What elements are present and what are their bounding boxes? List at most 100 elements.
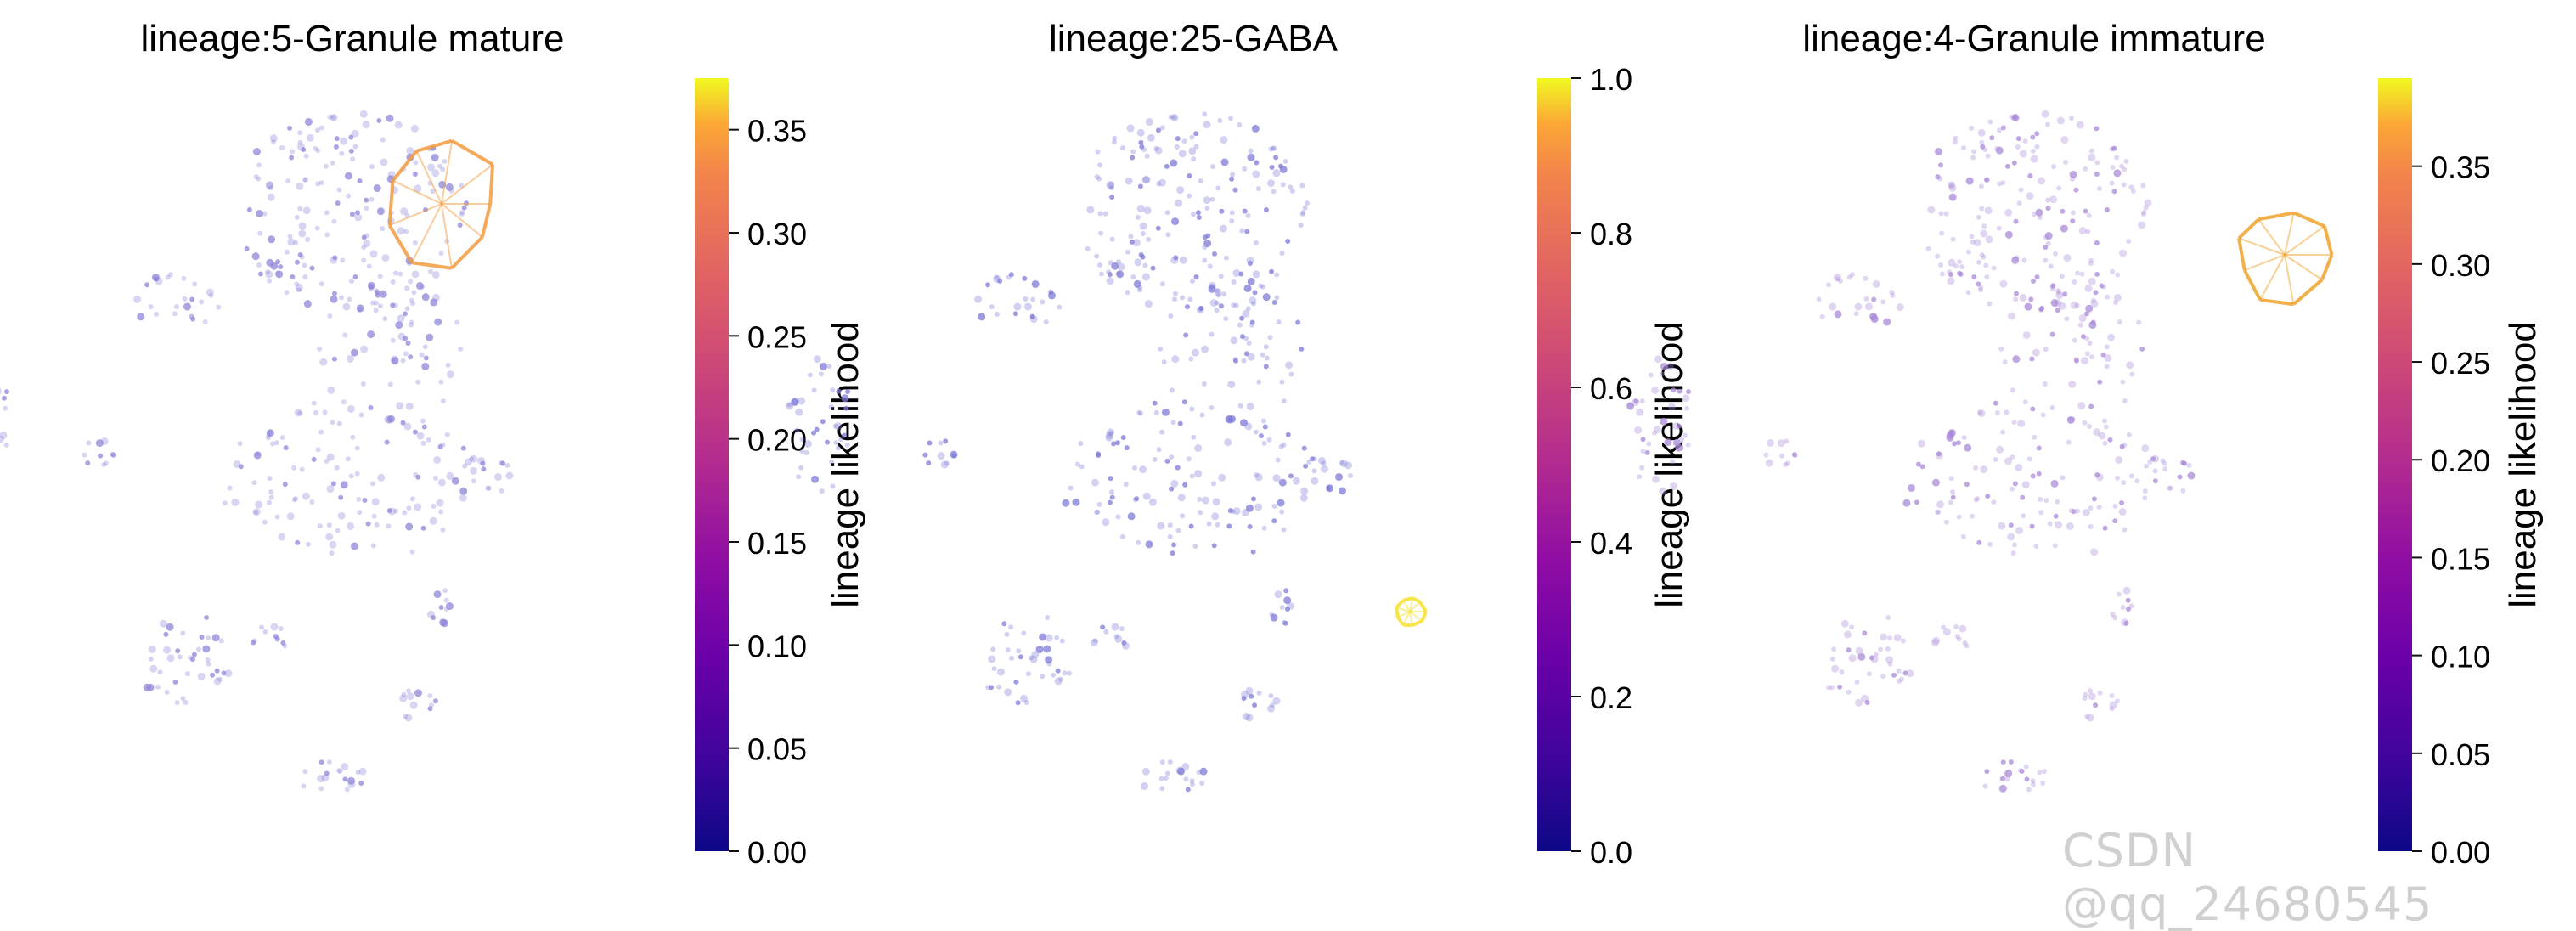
- scatter-point: [828, 404, 833, 409]
- scatter-point: [2015, 144, 2021, 150]
- scatter-point: [1961, 534, 1966, 539]
- colorbar-tick-label: 0.15: [747, 526, 807, 561]
- scatter-point: [414, 689, 422, 697]
- scatter-point: [1199, 781, 1204, 786]
- scatter-point: [297, 130, 302, 135]
- scatter-point: [459, 212, 465, 217]
- scatter-point: [1192, 349, 1199, 357]
- scatter-point: [1099, 271, 1104, 276]
- scatter-point: [1633, 398, 1638, 403]
- scatter-point: [1067, 671, 1072, 676]
- scatter-point: [1133, 497, 1138, 502]
- scatter-point: [2029, 356, 2034, 361]
- scatter-point: [422, 293, 430, 301]
- scatter-point: [1168, 522, 1173, 528]
- scatter-point: [287, 126, 292, 131]
- scatter-point: [1039, 633, 1046, 640]
- scatter-point: [317, 775, 324, 782]
- scatter-point: [1194, 470, 1202, 477]
- trajectory-edge: [452, 237, 482, 268]
- scatter-point: [1993, 457, 1998, 462]
- scatter-point: [820, 419, 826, 424]
- scatter-point: [2109, 693, 2114, 698]
- scatter-point: [1072, 499, 1079, 506]
- scatter-point: [1138, 140, 1143, 145]
- scatter-point: [2030, 135, 2035, 140]
- scatter-point: [406, 403, 414, 410]
- scatter-point: [155, 685, 161, 690]
- trajectory-edge: [1396, 607, 1398, 618]
- scatter-point: [2009, 759, 2014, 765]
- scatter-point: [189, 296, 194, 302]
- scatter-point: [396, 402, 403, 409]
- scatter-point: [1992, 266, 1997, 271]
- scatter-point: [385, 440, 390, 445]
- scatter-point: [2115, 272, 2120, 277]
- scatter-point: [2067, 417, 2072, 422]
- scatter-point: [1953, 139, 1958, 144]
- scatter-point: [1165, 771, 1170, 776]
- scatter-point: [1677, 389, 1683, 394]
- scatter-point: [1149, 499, 1157, 506]
- scatter-point: [224, 669, 232, 677]
- scatter-point: [1339, 460, 1344, 466]
- scatter-point: [296, 183, 303, 190]
- scatter-point: [202, 645, 210, 652]
- scatter-point: [1211, 481, 1216, 486]
- scatter-point: [1112, 623, 1119, 630]
- scatter-point: [1013, 680, 1018, 685]
- scatter-point: [2074, 357, 2079, 362]
- scatter-point: [1212, 543, 1217, 548]
- scatter-point: [2011, 550, 2016, 556]
- scatter-point: [799, 449, 804, 454]
- scatter-point: [1285, 239, 1290, 244]
- scatter-point: [1947, 432, 1954, 439]
- scatter-point: [1156, 226, 1161, 231]
- scatter-point: [1854, 303, 1862, 311]
- scatter-point: [1971, 149, 1976, 154]
- scatter-point: [2038, 307, 2043, 312]
- scatter-point: [2053, 543, 2058, 548]
- scatter-point: [1276, 457, 1281, 462]
- scatter-point: [1160, 759, 1165, 765]
- scatter-point: [988, 655, 995, 663]
- scatter-point: [471, 478, 476, 483]
- scatter-point: [1830, 657, 1835, 662]
- scatter-point: [360, 110, 368, 118]
- scatter-point: [1265, 355, 1270, 360]
- scatter-point: [1940, 271, 1945, 276]
- scatter-point: [192, 281, 197, 286]
- scatter-point: [2097, 380, 2102, 385]
- scatter-point: [941, 461, 949, 469]
- scatter-point: [1249, 296, 1256, 304]
- scatter-point: [1938, 211, 1943, 216]
- scatter-point: [814, 355, 821, 363]
- scatter-point: [372, 498, 380, 505]
- scatter-point: [2105, 364, 2110, 369]
- scatter-point: [192, 652, 197, 657]
- scatter-point: [2085, 285, 2093, 292]
- colorbar-tick-label: 0.25: [2431, 346, 2490, 381]
- scatter-point: [1951, 237, 1956, 242]
- scatter-point: [1863, 296, 1869, 302]
- scatter-point: [2094, 172, 2100, 177]
- scatter-point: [1146, 237, 1151, 242]
- scatter-point: [433, 476, 438, 481]
- scatter-point: [1094, 254, 1099, 259]
- scatter-point: [1654, 355, 1662, 363]
- scatter-point: [1209, 282, 1216, 290]
- scatter-point: [2060, 475, 2066, 480]
- scatter-point: [362, 234, 367, 240]
- scatter-point: [1871, 296, 1876, 302]
- colorbar-tick-label: 0.10: [747, 629, 807, 663]
- scatter-point: [327, 313, 332, 319]
- scatter-point: [2030, 524, 2035, 529]
- scatter-point: [1312, 468, 1317, 473]
- scatter-point: [2037, 446, 2042, 451]
- scatter-point: [499, 460, 504, 466]
- scatter-point: [2012, 161, 2017, 166]
- scatter-point: [1970, 514, 1975, 519]
- scatter-point: [470, 467, 477, 475]
- scatter-point: [369, 250, 377, 257]
- colorbar-tick-label: 0.4: [1590, 526, 1632, 561]
